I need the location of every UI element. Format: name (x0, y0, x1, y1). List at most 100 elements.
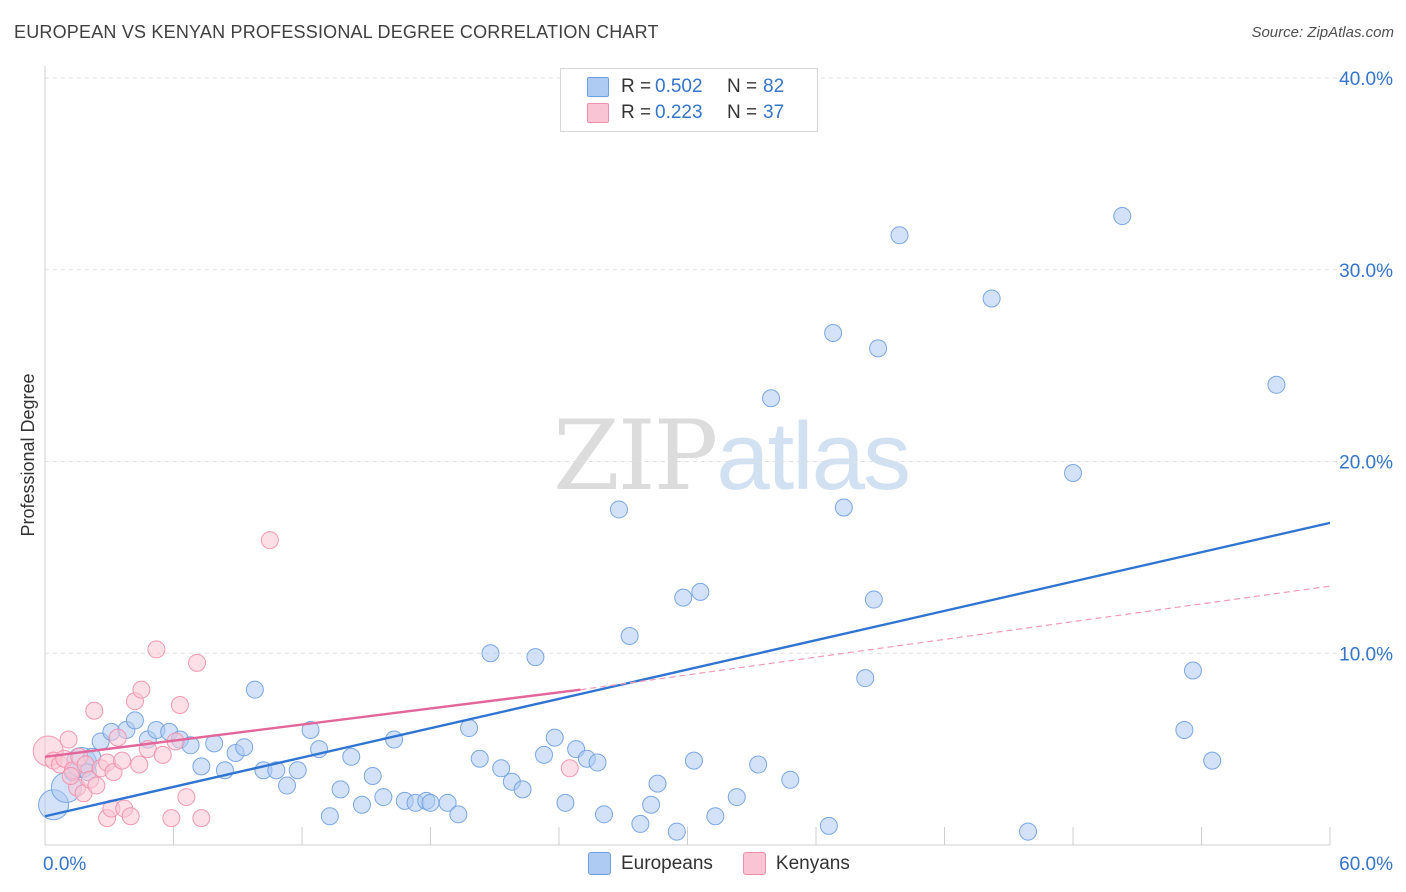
data-point-kenyans (260, 531, 279, 550)
label-layer: 10.0% 20.0% 30.0% 40.0% 0.0% 60.0% Professiona… (18, 69, 1393, 875)
data-point-europeans (385, 730, 404, 749)
data-point-europeans (890, 226, 909, 245)
data-point-europeans (749, 755, 768, 774)
data-point-europeans (1113, 207, 1132, 226)
legend-swatch-kenyans (587, 103, 609, 123)
data-point-europeans (588, 753, 607, 772)
data-point-europeans (781, 770, 800, 789)
legend-n-value: 82 (763, 76, 785, 97)
legend-r-label: R = (621, 76, 652, 97)
data-point-europeans (449, 805, 468, 824)
data-point-europeans (706, 807, 725, 826)
data-point-europeans (556, 793, 575, 812)
data-point-europeans (869, 339, 888, 358)
data-point-kenyans (76, 755, 95, 774)
data-point-europeans (631, 814, 650, 833)
series-swatch-europeans (588, 852, 611, 875)
data-point-europeans (1267, 375, 1286, 394)
data-point-europeans (642, 795, 661, 814)
data-point-kenyans (132, 680, 151, 699)
data-point-europeans (513, 780, 532, 799)
data-point-europeans (192, 757, 211, 776)
data-point-europeans (235, 738, 254, 757)
data-point-europeans (526, 648, 545, 667)
data-point-kenyans (85, 701, 104, 720)
data-point-europeans (1175, 720, 1194, 739)
series-swatch-kenyans (742, 852, 766, 875)
series-legend-kenyans[interactable]: Kenyans (742, 852, 850, 875)
axis-layer (44, 66, 1331, 846)
series-legend-europeans[interactable]: Europeans (588, 852, 713, 875)
legend-row-kenyans: R = 0.223 N = 37 (587, 100, 784, 126)
data-point-europeans (320, 807, 339, 826)
data-point-europeans (727, 788, 746, 807)
trend-extension-kenyans (580, 585, 1331, 691)
data-point-kenyans (560, 759, 579, 778)
legend-n-value: 37 (763, 102, 785, 123)
data-point-europeans (864, 590, 883, 609)
data-point-europeans (267, 761, 286, 780)
x-tick-label: 60.0% (1339, 854, 1393, 875)
data-point-europeans (856, 669, 875, 688)
data-point-europeans (594, 805, 613, 824)
data-point-europeans (301, 720, 320, 739)
data-point-europeans (620, 626, 639, 645)
y-tick-label: 10.0% (1339, 644, 1393, 665)
data-point-europeans (1064, 464, 1082, 483)
y-axis-label: Professional Degree (18, 373, 38, 536)
data-point-europeans (648, 774, 667, 793)
data-point-europeans (684, 751, 703, 770)
data-point-europeans (125, 711, 144, 730)
data-point-kenyans (61, 766, 80, 785)
y-tick-label: 30.0% (1339, 261, 1393, 282)
data-point-kenyans (192, 809, 211, 828)
data-point-kenyans (130, 755, 149, 774)
data-point-europeans (824, 324, 843, 343)
data-point-europeans (834, 498, 853, 517)
data-point-europeans (609, 500, 628, 519)
data-point-europeans (819, 816, 838, 835)
data-point-europeans (352, 795, 371, 814)
data-point-europeans (470, 749, 489, 768)
source-label: Source: ZipAtlas.com (1251, 24, 1394, 41)
data-point-kenyans (59, 730, 78, 749)
data-point-europeans (288, 761, 307, 780)
legend-swatch-europeans (587, 77, 609, 97)
series-label-kenyans: Kenyans (775, 852, 850, 874)
data-point-europeans (363, 766, 382, 785)
data-point-europeans (674, 588, 693, 607)
data-point-kenyans (170, 696, 189, 715)
data-point-europeans (278, 776, 297, 795)
trend-layer (44, 521, 1331, 818)
data-point-europeans (1019, 822, 1038, 841)
data-point-europeans (1203, 751, 1222, 770)
data-point-europeans (460, 719, 479, 738)
y-tick-label: 20.0% (1339, 453, 1393, 474)
legend-r-label: R = (621, 102, 652, 123)
data-point-kenyans (188, 653, 207, 672)
data-point-kenyans (87, 776, 106, 795)
data-point-europeans (342, 747, 361, 766)
data-point-kenyans (147, 640, 166, 659)
data-point-europeans (438, 793, 457, 812)
data-point-europeans (331, 780, 350, 799)
data-point-europeans (245, 680, 264, 699)
data-point-europeans (492, 759, 511, 778)
data-point-europeans (982, 289, 1001, 308)
correlation-legend: R = 0.502 N = 82 R = 0.223 N = 37 (560, 68, 818, 132)
series-legend: Europeans Kenyans (588, 852, 880, 875)
data-point-europeans (691, 582, 710, 601)
x-tick-label: 0.0% (43, 854, 86, 875)
trend-line-europeans (44, 521, 1331, 818)
legend-r-value: 0.502 (655, 76, 703, 97)
data-point-europeans (545, 728, 564, 747)
legend-n-label: N = (727, 76, 758, 97)
trend-line-kenyans (44, 688, 581, 758)
data-point-kenyans (162, 809, 181, 828)
legend-n-label: N = (727, 102, 758, 123)
data-point-europeans (481, 644, 500, 663)
data-point-europeans (535, 745, 554, 764)
data-point-kenyans (153, 745, 172, 764)
grid-layer (45, 77, 1392, 654)
data-point-kenyans (113, 751, 132, 770)
